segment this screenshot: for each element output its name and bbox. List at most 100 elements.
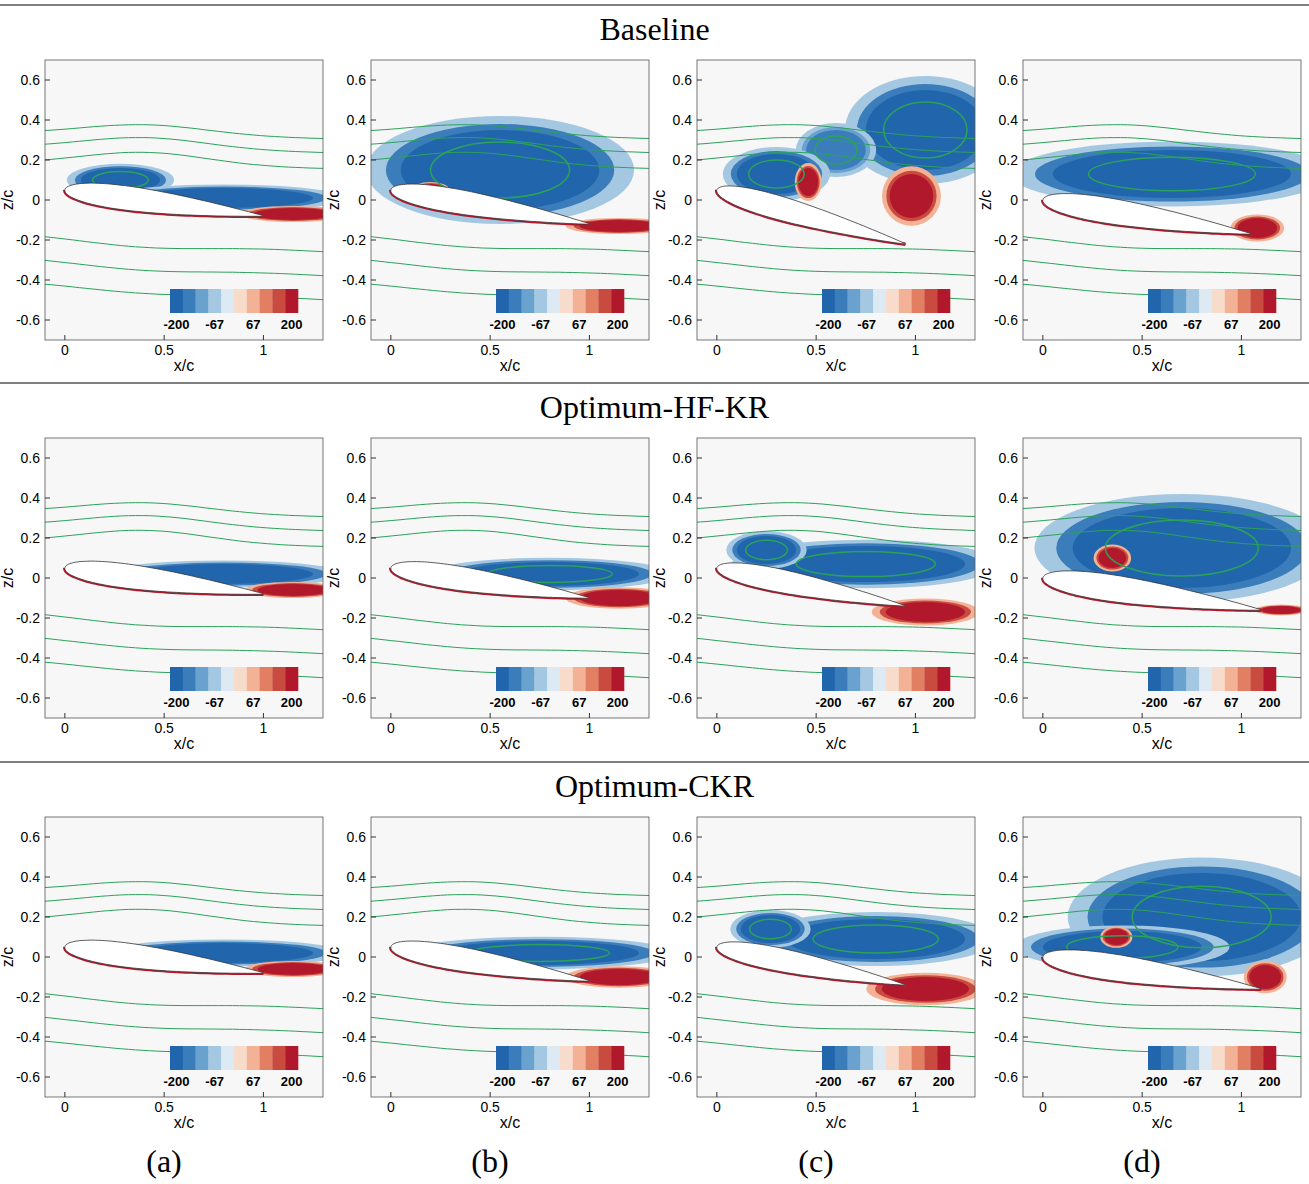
colorbar-swatch (899, 1046, 912, 1070)
vorticity-region (786, 919, 965, 959)
y-tick-label: -0.6 (342, 1069, 366, 1085)
y-tick (1023, 498, 1028, 499)
y-tick-label: 0 (684, 570, 692, 586)
plot-area (1023, 858, 1301, 1057)
plot-background (45, 817, 323, 1097)
y-tick (45, 240, 50, 241)
y-tick-label: 0.6 (673, 450, 693, 466)
plot-frame (45, 817, 323, 1097)
y-tick-label: 0.2 (347, 909, 367, 925)
vorticity-region (371, 116, 634, 224)
colorbar-tick-label: 200 (607, 1074, 629, 1089)
y-axis-title: z/c (325, 190, 342, 210)
vorticity-region (580, 220, 650, 232)
colorbar-swatch (1225, 1046, 1238, 1070)
airfoil (391, 184, 590, 224)
plot-frame (1023, 817, 1301, 1097)
plot-frame (1023, 60, 1301, 340)
y-tick-label: 0.6 (999, 829, 1019, 845)
x-tick (1241, 335, 1242, 340)
y-tick (697, 80, 702, 81)
colorbar-swatch (835, 667, 848, 691)
vorticity-region (890, 174, 934, 218)
y-tick (45, 160, 50, 161)
colorbar-swatch (1199, 667, 1212, 691)
y-tick (45, 1077, 50, 1078)
colorbar-swatch (848, 1046, 861, 1070)
colorbar-tick-label: 67 (572, 1074, 586, 1089)
vorticity-region (1234, 217, 1280, 240)
colorbar-tick-label: -67 (857, 695, 876, 710)
y-tick-label: 0.4 (347, 490, 367, 506)
x-tick (816, 335, 817, 340)
colorbar-swatch (598, 667, 611, 691)
plot-frame (371, 817, 649, 1097)
y-tick-label: -0.2 (342, 989, 366, 1005)
y-tick (45, 658, 50, 659)
colorbar-tick-label: 200 (933, 317, 955, 332)
x-tick-label: 0.5 (154, 720, 174, 736)
y-tick (45, 498, 50, 499)
x-tick (589, 335, 590, 340)
y-tick (45, 280, 50, 281)
vorticity-region (882, 977, 969, 1001)
panel: 00.51-0.6-0.4-0.200.20.40.6x/cz/c-200-67… (651, 438, 1000, 752)
panel: 00.51-0.6-0.4-0.200.20.40.6x/cz/c-200-67… (977, 60, 1309, 374)
colorbar-swatch (208, 1046, 221, 1070)
colorbar-swatch (912, 667, 925, 691)
colorbar-swatch (937, 1046, 950, 1070)
y-tick-label: -0.2 (342, 610, 366, 626)
y-tick-label: -0.4 (16, 1029, 40, 1045)
colorbar-tick-label: 67 (572, 317, 586, 332)
y-tick-label: 0 (32, 949, 40, 965)
y-tick-label: 0.4 (999, 490, 1019, 506)
vorticity-region (254, 208, 324, 220)
y-tick (1023, 1077, 1028, 1078)
x-tick (1042, 1092, 1043, 1097)
y-tick (697, 1037, 702, 1038)
colorbar-swatch (208, 667, 221, 691)
colorbar-swatch (1212, 667, 1225, 691)
colorbar-swatch (573, 667, 586, 691)
y-tick-label: -0.2 (668, 989, 692, 1005)
y-tick-label: -0.4 (342, 1029, 366, 1045)
panel-label: (a) (146, 1143, 182, 1179)
x-tick-label: 0 (713, 342, 721, 358)
plot-frame (1023, 438, 1301, 718)
colorbar-swatch (586, 289, 599, 313)
x-axis-title: x/c (826, 357, 846, 374)
x-axis-title: x/c (1152, 357, 1172, 374)
y-tick-label: -0.6 (16, 312, 40, 328)
y-tick (371, 917, 376, 918)
streamline (45, 152, 323, 168)
colorbar-swatch (873, 289, 886, 313)
colorbar-swatch (496, 1046, 509, 1070)
colorbar-swatch (835, 289, 848, 313)
x-tick-label: 1 (260, 1099, 268, 1115)
y-tick-label: 0.6 (347, 72, 367, 88)
colorbar-swatch (573, 289, 586, 313)
vorticity-region (574, 219, 649, 233)
colorbar-swatch (522, 667, 535, 691)
y-tick-label: -0.2 (994, 232, 1018, 248)
panel: 00.51-0.6-0.4-0.200.20.40.6x/cz/c-200-67… (325, 817, 674, 1131)
colorbar-tick-label: -200 (815, 1074, 841, 1089)
colorbar-swatch (196, 289, 209, 313)
x-tick-label: 0 (387, 1099, 395, 1115)
colorbar-tick-label: 67 (1224, 317, 1238, 332)
y-tick (1023, 997, 1028, 998)
y-tick (45, 917, 50, 918)
streamline (45, 530, 323, 546)
streamline (45, 503, 323, 517)
y-tick-label: -0.6 (16, 1069, 40, 1085)
y-tick-label: 0.2 (673, 530, 693, 546)
x-tick-label: 0 (713, 720, 721, 736)
y-tick (697, 458, 702, 459)
x-tick-label: 0.5 (1132, 342, 1152, 358)
plot-area (697, 882, 975, 1057)
colorbar-tick-label: -67 (1183, 317, 1202, 332)
airfoil (717, 186, 906, 244)
streamline (1023, 530, 1301, 546)
x-tick (1042, 713, 1043, 718)
figure: BaselineOptimum-HF-KROptimum-CKR(a)(b)(c… (0, 0, 1309, 1184)
